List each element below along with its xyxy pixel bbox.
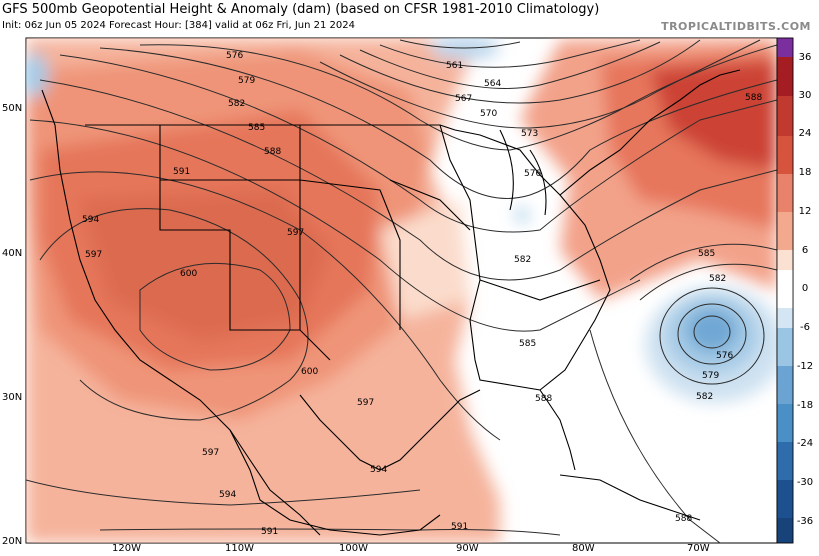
colorbar: [776, 37, 794, 544]
colorbar-label: -36: [796, 516, 814, 527]
contour-label: 600: [180, 269, 197, 279]
anomaly-shading: [26, 38, 777, 543]
contour-label: 582: [709, 274, 726, 284]
lon-label: 90W: [456, 543, 479, 554]
colorbar-label: 6: [801, 245, 809, 256]
contour-label: 600: [301, 367, 318, 377]
contour-label: 582: [696, 392, 713, 402]
contour-label: 582: [228, 99, 245, 109]
contour-label: 585: [698, 249, 715, 259]
contour-label: 570: [480, 109, 497, 119]
lat-label: 20N: [2, 536, 23, 547]
contour-label: 594: [82, 215, 99, 225]
contour-label: 591: [173, 167, 190, 177]
contour-label: 576: [524, 169, 541, 179]
contour-label: 561: [446, 61, 463, 71]
lon-label: 70W: [687, 543, 710, 554]
colorbar-label: -18: [796, 400, 814, 411]
colorbar-label: 0: [801, 283, 809, 294]
map-title: GFS 500mb Geopotential Height & Anomaly …: [2, 2, 600, 17]
lat-label: 40N: [2, 248, 23, 259]
contour-label: 594: [370, 465, 387, 475]
lon-label: 100W: [339, 543, 368, 554]
contour-label: 591: [261, 527, 278, 537]
colorbar-label: 30: [798, 90, 812, 101]
contour-label: 579: [702, 371, 719, 381]
contour-label: 597: [85, 250, 102, 260]
colorbar-label: 24: [798, 128, 812, 139]
contour-label: 594: [219, 490, 236, 500]
contour-label: 588: [745, 93, 762, 103]
contour-label: 567: [455, 94, 472, 104]
contour-label: 576: [716, 351, 733, 361]
map-subtitle: Init: 06z Jun 05 2024 Forecast Hour: [38…: [2, 20, 355, 31]
lat-label: 30N: [2, 392, 23, 403]
colorbar-label: -12: [796, 361, 814, 372]
lon-label: 120W: [112, 543, 141, 554]
contour-label: 588: [535, 394, 552, 404]
contour-label: 597: [357, 398, 374, 408]
contour-label: 585: [248, 123, 265, 133]
lat-label: 50N: [2, 103, 23, 114]
contour-label: 588: [264, 147, 281, 157]
colorbar-label: 18: [798, 167, 812, 178]
contour-label: 573: [521, 129, 538, 139]
contour-label: 597: [287, 228, 304, 238]
colorbar-label: 12: [798, 206, 812, 217]
contour-label: 582: [514, 255, 531, 265]
brand-watermark: TROPICALTIDBITS.COM: [661, 20, 811, 33]
contour-label: 585: [519, 339, 536, 349]
contour-label: 579: [238, 76, 255, 86]
colorbar-label: 36: [798, 52, 812, 63]
colorbar-label: -30: [796, 477, 814, 488]
contour-label: 564: [484, 79, 501, 89]
lon-label: 110W: [225, 543, 254, 554]
colorbar-label: -6: [800, 322, 810, 333]
colorbar-label: -24: [796, 438, 814, 449]
contour-label: 591: [451, 522, 468, 532]
height-contours: [26, 39, 777, 543]
contour-label: 576: [226, 51, 243, 61]
contour-label: 588: [675, 514, 692, 524]
lon-label: 80W: [572, 543, 595, 554]
coastlines: [41, 69, 741, 536]
contour-label: 597: [202, 448, 219, 458]
